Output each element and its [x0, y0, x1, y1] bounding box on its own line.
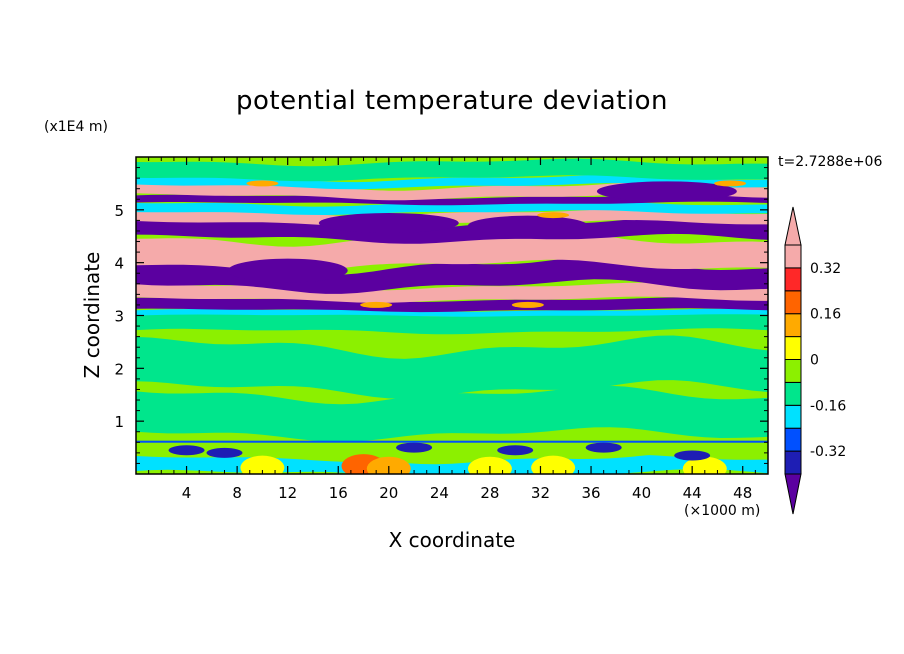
x-tick-label: 32	[531, 484, 550, 502]
x-tick-label: 12	[278, 484, 297, 502]
field-blob	[168, 445, 205, 456]
colorbar-box	[784, 450, 802, 475]
x-tick-label: 28	[480, 484, 499, 502]
field-blob	[246, 180, 279, 187]
colorbar-tick-label: 0.32	[810, 261, 841, 277]
chart-title: potential temperature deviation	[236, 86, 668, 116]
y-tick-label: 2	[114, 360, 124, 378]
colorbar-box	[784, 404, 802, 429]
field-band	[136, 297, 768, 313]
field-band	[136, 158, 768, 182]
contour-field	[136, 157, 768, 474]
y-tick-label: 3	[114, 308, 124, 326]
field-band	[136, 308, 768, 317]
colorbar-box	[784, 267, 802, 292]
field-blob	[511, 301, 544, 308]
x-tick-label: 4	[182, 484, 192, 502]
colorbar-box	[784, 336, 802, 361]
x-tick-label: 40	[632, 484, 651, 502]
field-blob	[360, 301, 393, 308]
field-blob	[318, 213, 459, 234]
field-blob	[240, 455, 285, 474]
colorbar-box	[784, 381, 802, 406]
colorbar-tick-label: 0.16	[810, 307, 841, 323]
field-blob	[585, 442, 622, 453]
field-blob	[497, 445, 534, 456]
field-band	[136, 335, 768, 399]
x-tick-label: 16	[329, 484, 348, 502]
colorbar: 0.32 0.16 0 -0.16 -0.32	[784, 206, 846, 515]
colorbar-box	[784, 427, 802, 452]
field-blob	[674, 450, 711, 461]
field-blob	[537, 212, 570, 219]
field-blob	[206, 447, 243, 458]
x-tick-label: 20	[379, 484, 398, 502]
x-unit-label: (×1000 m)	[684, 503, 761, 519]
field-band	[136, 200, 768, 215]
field-band	[136, 256, 768, 294]
y-tick-label: 1	[114, 413, 124, 431]
colorbar-tick-label: -0.16	[810, 398, 846, 414]
y-tick-label: 4	[114, 255, 124, 273]
field-blob	[714, 180, 747, 187]
x-tick-label: 44	[683, 484, 702, 502]
x-tick-label: 8	[232, 484, 242, 502]
colorbar-box	[784, 313, 802, 338]
field-blob	[682, 456, 727, 474]
x-axis: 4 8 12 16 20 24 28 32 36 40 44 48	[148, 157, 756, 502]
y-unit-label: (x1E4 m)	[44, 119, 108, 135]
y-axis: 1 2 3 4 5	[114, 167, 768, 464]
colorbar-box	[784, 290, 802, 315]
field-blob	[531, 455, 576, 474]
field-line	[136, 440, 768, 443]
field-blob	[366, 456, 411, 474]
x-tick-label: 24	[430, 484, 449, 502]
colorbar-tick-label: 0	[810, 353, 819, 369]
field-blob	[467, 215, 588, 236]
field-band	[136, 385, 768, 442]
x-tick-label: 36	[581, 484, 600, 502]
field-blob	[396, 442, 433, 453]
colorbar-box	[784, 359, 802, 383]
field-band	[136, 216, 768, 244]
field-blob	[596, 181, 737, 202]
colorbar-max-triangle	[784, 206, 802, 246]
field-blob	[227, 258, 348, 283]
x-axis-label: X coordinate	[388, 528, 516, 552]
colorbar-min-triangle	[784, 473, 802, 515]
field-band	[136, 174, 768, 190]
x-tick-label: 48	[733, 484, 752, 502]
colorbar-box	[784, 244, 802, 269]
time-label: t=2.7288e+06	[778, 154, 883, 170]
colorbar-tick-label: -0.32	[810, 444, 846, 460]
field-blob	[467, 456, 512, 474]
y-tick-label: 5	[114, 202, 124, 220]
